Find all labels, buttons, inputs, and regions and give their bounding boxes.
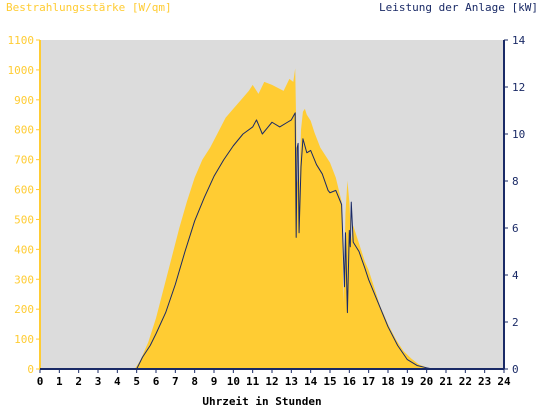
y-left-tick-label: 900 — [14, 94, 34, 107]
x-tick-label: 16 — [343, 375, 357, 388]
y-right-tick-label: 10 — [512, 128, 525, 141]
y-right-tick-label: 8 — [512, 175, 519, 188]
x-tick-label: 4 — [114, 375, 121, 388]
y-left-tick-label: 1000 — [8, 64, 35, 77]
x-tick-label: 11 — [246, 375, 260, 388]
x-tick-label: 22 — [459, 375, 472, 388]
x-tick-label: 14 — [304, 375, 318, 388]
x-tick-label: 23 — [478, 375, 491, 388]
x-tick-label: 15 — [323, 375, 336, 388]
x-tick-label: 3 — [95, 375, 102, 388]
y-left-tick-label: 300 — [14, 273, 34, 286]
x-tick-label: 0 — [37, 375, 44, 388]
y-right-tick-label: 6 — [512, 222, 519, 235]
irradiance-series — [40, 68, 504, 369]
y-left-tick-label: 700 — [14, 154, 34, 167]
x-tick-label: 12 — [265, 375, 278, 388]
y-left-tick-label: 800 — [14, 124, 34, 137]
y-left-tick-label: 500 — [14, 213, 34, 226]
y-left-tick-label: 1100 — [8, 34, 35, 47]
y-right-tick-label: 12 — [512, 81, 525, 94]
y-left-tick-label: 100 — [14, 333, 34, 346]
x-tick-label: 24 — [497, 375, 511, 388]
x-tick-label: 13 — [285, 375, 298, 388]
y-right-tick-label: 14 — [512, 34, 526, 47]
y-left-tick-label: 200 — [14, 303, 34, 316]
x-tick-label: 6 — [153, 375, 160, 388]
x-tick-label: 1 — [56, 375, 63, 388]
left-axis-title: Bestrahlungsstärke [W/qm] — [6, 1, 172, 14]
x-tick-label: 9 — [211, 375, 218, 388]
y-left-tick-label: 400 — [14, 243, 34, 256]
y-right-tick-label: 4 — [512, 269, 519, 282]
x-tick-label: 2 — [75, 375, 82, 388]
irradiance-area — [40, 68, 504, 369]
right-axis-title: Leistung der Anlage [kW] — [379, 1, 538, 14]
y-right-tick-label: 0 — [512, 363, 519, 376]
power-line — [40, 112, 504, 370]
power-series — [40, 112, 504, 370]
x-tick-label: 18 — [381, 375, 394, 388]
y-left-tick-label: 600 — [14, 184, 34, 197]
x-tick-label: 8 — [191, 375, 198, 388]
x-tick-label: 17 — [362, 375, 375, 388]
x-tick-label: 5 — [133, 375, 140, 388]
x-tick-label: 21 — [439, 375, 453, 388]
x-tick-label: 20 — [420, 375, 433, 388]
x-tick-label: 10 — [227, 375, 240, 388]
x-tick-label: 19 — [401, 375, 414, 388]
axes: 0 1 2 3 4 5 6 7 8 9 10 11 12 13 14 15 16 17 18 19 20 21 22 23 24… — [8, 34, 526, 388]
y-left-tick-label: 0 — [27, 363, 34, 376]
x-axis-title: Uhrzeit in Stunden — [202, 395, 321, 408]
x-tick-label: 7 — [172, 375, 179, 388]
y-right-tick-label: 2 — [512, 316, 519, 329]
